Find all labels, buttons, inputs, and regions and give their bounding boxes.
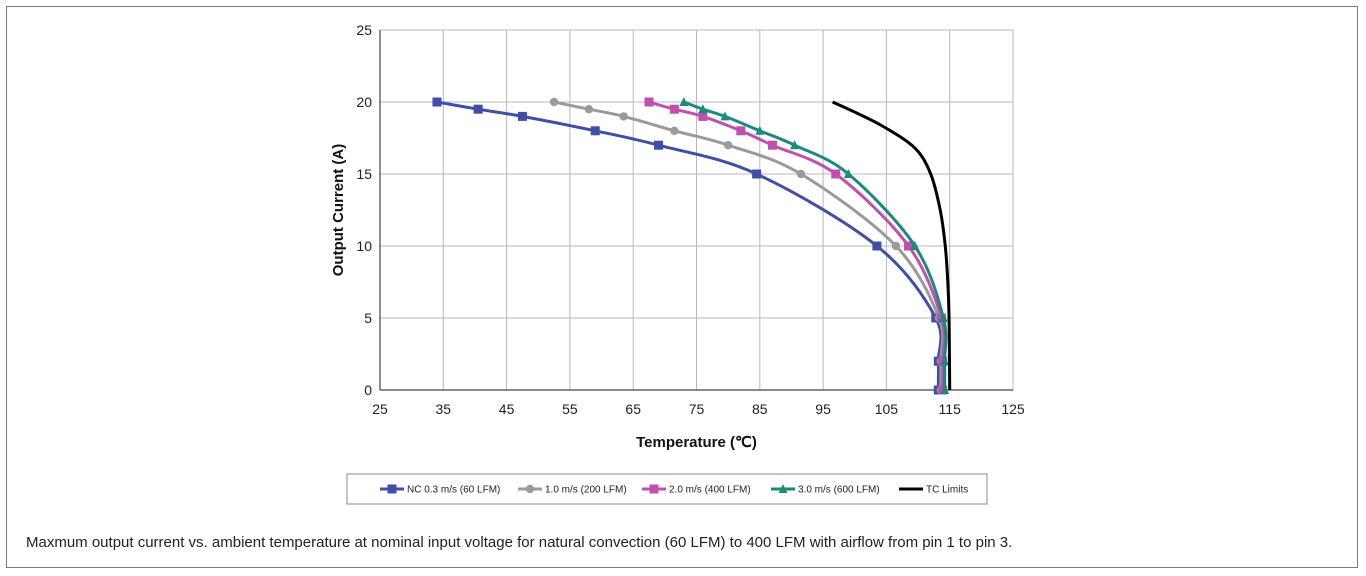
y-tick-label: 15 (356, 166, 372, 182)
legend: NC 0.3 m/s (60 LFM) 1.0 m/s (200 LFM) 2.0 … (346, 473, 988, 505)
x-axis-title: Temperature (℃) (636, 434, 757, 451)
legend-item: 3.0 m/s (600 LFM) (771, 484, 880, 496)
x-tick-label: 25 (372, 401, 388, 417)
data-point (796, 169, 806, 179)
figure-caption: Maxmum output current vs. ambient temper… (26, 534, 1013, 551)
chart: 25 35 45 55 65 75 85 95 105 115 125 0 5 10 15 20 25 Tempe… (330, 22, 1025, 505)
series-5 (831, 100, 952, 391)
x-tick-label: 95 (815, 401, 831, 417)
y-axis-title: Output Current (A) (330, 144, 347, 276)
data-point (910, 241, 920, 250)
legend-label: 2.0 m/s (400 LFM) (669, 485, 751, 496)
data-point (473, 104, 483, 114)
legend-label: 1.0 m/s (200 LFM) (545, 485, 627, 496)
data-point (736, 126, 746, 136)
data-point (720, 111, 730, 121)
data-point (679, 97, 689, 106)
legend-swatch-marker (525, 484, 535, 494)
x-tick-label: 125 (1001, 401, 1025, 417)
data-point (669, 104, 679, 114)
data-point (831, 169, 841, 179)
legend-label: NC 0.3 m/s (60 LFM) (407, 485, 500, 496)
legend-swatch-marker (778, 484, 788, 493)
legend-swatch-marker (649, 484, 659, 494)
data-point (940, 385, 950, 394)
legend-item: 1.0 m/s (200 LFM) (518, 485, 627, 496)
data-point (752, 169, 762, 179)
legend-label: TC Limits (926, 485, 968, 496)
data-point (432, 97, 442, 107)
data-point (755, 125, 765, 135)
series-line (683, 100, 948, 391)
legend-item: NC 0.3 m/s (60 LFM) (380, 484, 500, 496)
y-tick-label: 5 (364, 310, 372, 326)
legend-swatch-marker (387, 484, 397, 494)
x-tick-label: 35 (436, 401, 452, 417)
data-point (654, 140, 664, 150)
series-line (831, 100, 952, 391)
data-point (644, 97, 654, 107)
data-point (698, 104, 708, 114)
series-4 (679, 97, 950, 394)
x-tick-label: 55 (562, 401, 578, 417)
legend-item: 2.0 m/s (400 LFM) (642, 484, 751, 496)
y-tick-label: 20 (356, 94, 372, 110)
data-point (790, 140, 800, 150)
data-point (940, 356, 950, 366)
series-line (553, 100, 945, 391)
x-tick-label: 115 (939, 401, 962, 417)
x-tick-label: 85 (752, 401, 768, 417)
y-tick-label: 25 (356, 22, 372, 38)
data-point (584, 105, 594, 114)
legend-label: 3.0 m/s (600 LFM) (798, 485, 880, 496)
x-tick-label: 65 (625, 401, 641, 417)
data-point (590, 126, 600, 136)
data-point (723, 141, 733, 150)
x-tick-label: 105 (875, 401, 899, 417)
data-point (517, 111, 527, 121)
legend-box (346, 473, 988, 505)
x-tick-label: 75 (689, 401, 705, 417)
series-line (436, 100, 943, 391)
y-tick-label: 0 (364, 382, 372, 398)
data-point (872, 241, 882, 251)
data-point (698, 111, 708, 121)
data-point (938, 313, 948, 322)
data-point (904, 241, 914, 251)
data-point (767, 140, 777, 150)
data-point (549, 97, 559, 107)
x-tick-label: 45 (499, 401, 515, 417)
data-point (619, 112, 628, 121)
y-tick-label: 10 (356, 238, 372, 254)
data-point (843, 169, 853, 178)
data-point (891, 241, 901, 251)
legend-item: TC Limits (899, 485, 968, 496)
data-point (670, 126, 679, 135)
